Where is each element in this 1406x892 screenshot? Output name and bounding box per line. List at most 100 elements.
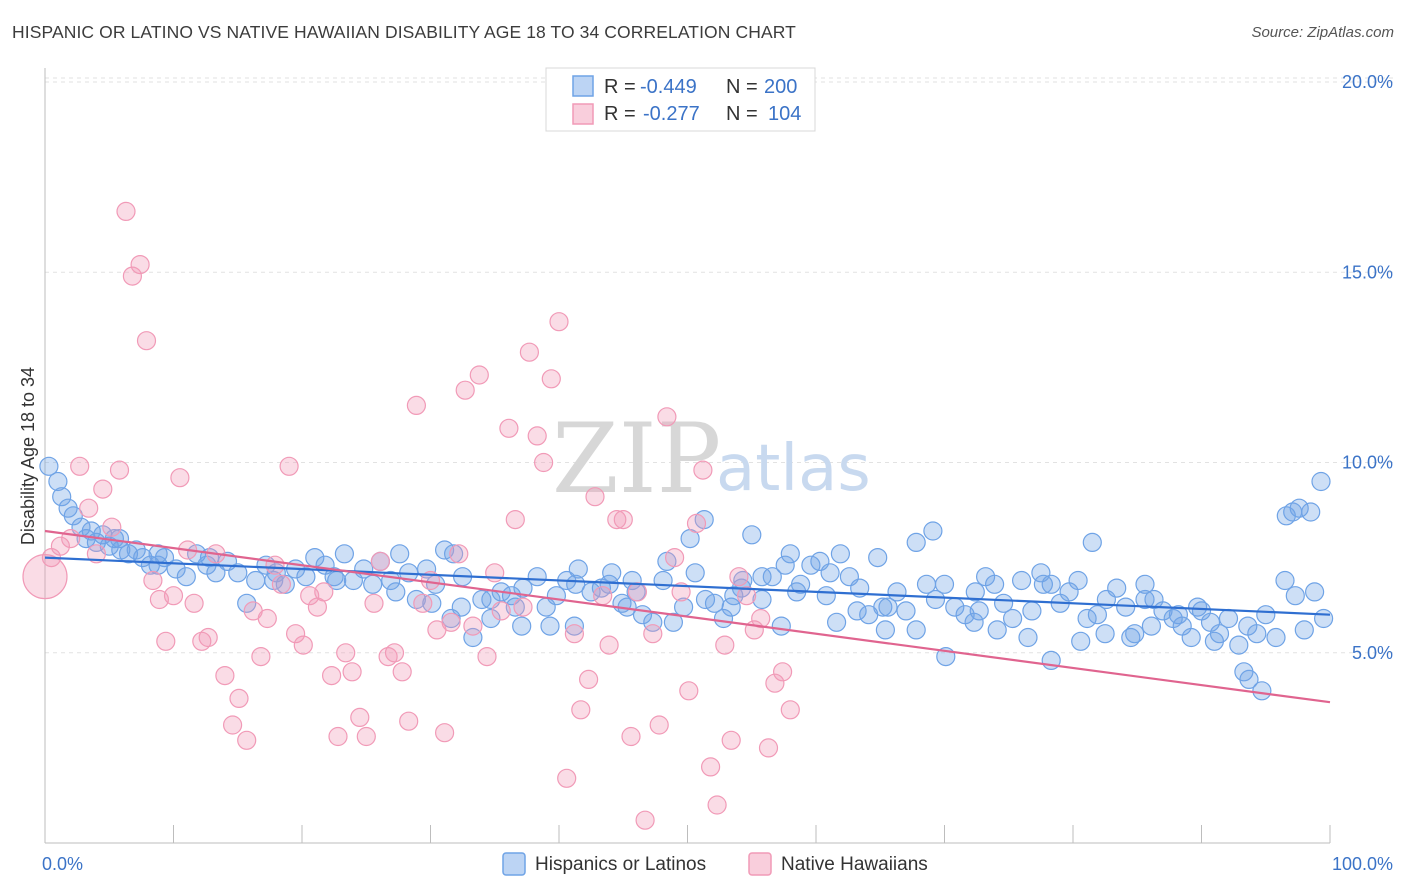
point-native-hawaiians	[293, 635, 313, 655]
y-axis-label: Disability Age 18 to 34	[18, 367, 38, 545]
point-hispanics	[663, 612, 684, 632]
point-hispanics	[505, 597, 525, 617]
point-hispanics	[1304, 582, 1325, 602]
point-native-hawaiians	[384, 643, 405, 663]
point-hispanics	[1002, 608, 1023, 629]
point-native-hawaiians	[136, 331, 157, 351]
point-native-hawaiians	[686, 513, 707, 534]
point-native-hawaiians	[413, 593, 433, 613]
point-native-hawaiians	[441, 612, 461, 632]
point-native-hawaiians	[370, 551, 390, 572]
point-native-hawaiians	[578, 669, 599, 690]
point-native-hawaiians	[527, 426, 547, 446]
point-hispanics	[820, 563, 840, 583]
point-native-hawaiians	[102, 517, 122, 537]
x-tick-label-max: 100.0%	[1332, 854, 1393, 874]
point-native-hawaiians	[328, 726, 348, 747]
point-native-hawaiians	[435, 723, 455, 743]
x-tick-label-min: 0.0%	[42, 854, 83, 874]
point-native-hawaiians	[70, 456, 90, 476]
point-native-hawaiians	[130, 255, 150, 275]
point-hispanics	[1275, 570, 1295, 591]
point-native-hawaiians	[336, 643, 356, 663]
point-hispanics	[1082, 532, 1102, 553]
point-hispanics	[934, 574, 955, 594]
point-native-hawaiians	[664, 547, 685, 568]
legend-n-label-2: N =	[726, 103, 758, 125]
point-native-hawaiians	[184, 593, 204, 613]
legend-box: R = -0.449 N = 200 R = -0.277 N = 104	[545, 67, 816, 132]
point-native-hawaiians	[265, 555, 285, 575]
legend-n-label-1: N =	[726, 76, 758, 98]
point-native-hawaiians	[350, 707, 370, 728]
point-hispanics	[540, 616, 560, 636]
point-hispanics	[1311, 471, 1331, 492]
point-native-hawaiians	[671, 582, 691, 602]
point-native-hawaiians	[758, 738, 779, 758]
point-native-hawaiians	[61, 528, 81, 549]
point-hispanics	[568, 559, 588, 579]
legend-r-label-1: R =	[604, 76, 636, 98]
legend-r-label-2: R =	[604, 103, 636, 125]
point-native-hawaiians	[257, 608, 277, 629]
point-native-hawaiians	[499, 418, 519, 438]
point-hispanics	[1033, 574, 1054, 594]
point-hispanics	[752, 567, 772, 587]
point-hispanics	[984, 574, 1005, 594]
point-native-hawaiians	[599, 635, 619, 655]
point-native-hawaiians	[505, 509, 525, 530]
point-native-hawaiians	[477, 646, 497, 667]
trend-line-native-hawaiians	[44, 529, 1331, 704]
point-native-hawaiians	[143, 570, 163, 591]
y-tick-label: 20.0%	[1342, 72, 1393, 92]
point-hispanics	[176, 567, 196, 587]
point-native-hawaiians	[533, 452, 554, 473]
point-native-hawaiians	[364, 593, 384, 613]
point-native-hawaiians	[593, 586, 613, 606]
point-native-hawaiians	[79, 498, 99, 518]
y-tick-label: 5.0%	[1352, 643, 1393, 663]
point-hispanics	[887, 582, 907, 602]
bottom-legend-swatch-blue	[502, 852, 526, 876]
point-hispanics	[1121, 627, 1141, 648]
watermark-atlas: atlas	[716, 432, 871, 506]
point-native-hawaiians	[215, 665, 235, 686]
point-native-hawaiians	[736, 586, 757, 606]
point-native-hawaiians	[286, 624, 306, 644]
point-hispanics	[1116, 597, 1136, 617]
point-hispanics	[868, 547, 888, 568]
point-hispanics	[721, 597, 741, 617]
point-hispanics	[873, 597, 893, 617]
point-hispanics	[463, 627, 483, 648]
point-hispanics	[896, 601, 916, 621]
point-native-hawaiians	[449, 544, 469, 564]
point-native-hawaiians	[342, 662, 362, 682]
point-hispanics	[1252, 681, 1272, 701]
point-hispanics	[527, 567, 547, 587]
point-native-hawaiians	[657, 407, 677, 427]
point-hispanics	[386, 582, 406, 602]
point-hispanics	[1266, 627, 1286, 648]
point-native-hawaiians	[715, 635, 735, 655]
watermark-zip: ZIP	[552, 403, 721, 515]
point-hispanics	[126, 540, 146, 560]
point-hispanics	[1018, 627, 1038, 648]
series-native-hawaiians-points	[22, 201, 800, 830]
point-native-hawaiians	[613, 509, 633, 530]
point-hispanics	[1181, 627, 1201, 648]
point-hispanics	[48, 471, 68, 492]
point-hispanics	[1041, 574, 1061, 594]
point-hispanics	[1135, 589, 1155, 610]
point-hispanics	[566, 574, 586, 594]
point-hispanics	[826, 612, 847, 632]
point-hispanics	[742, 525, 762, 545]
point-hispanics	[1301, 502, 1321, 522]
point-native-hawaiians	[679, 681, 699, 701]
point-native-hawaiians	[772, 662, 793, 682]
point-hispanics	[925, 589, 946, 610]
point-hispanics	[653, 570, 673, 591]
point-hispanics	[816, 586, 836, 606]
point-native-hawaiians	[607, 509, 627, 530]
point-native-hawaiians	[693, 460, 713, 480]
point-native-hawaiians	[751, 608, 771, 629]
